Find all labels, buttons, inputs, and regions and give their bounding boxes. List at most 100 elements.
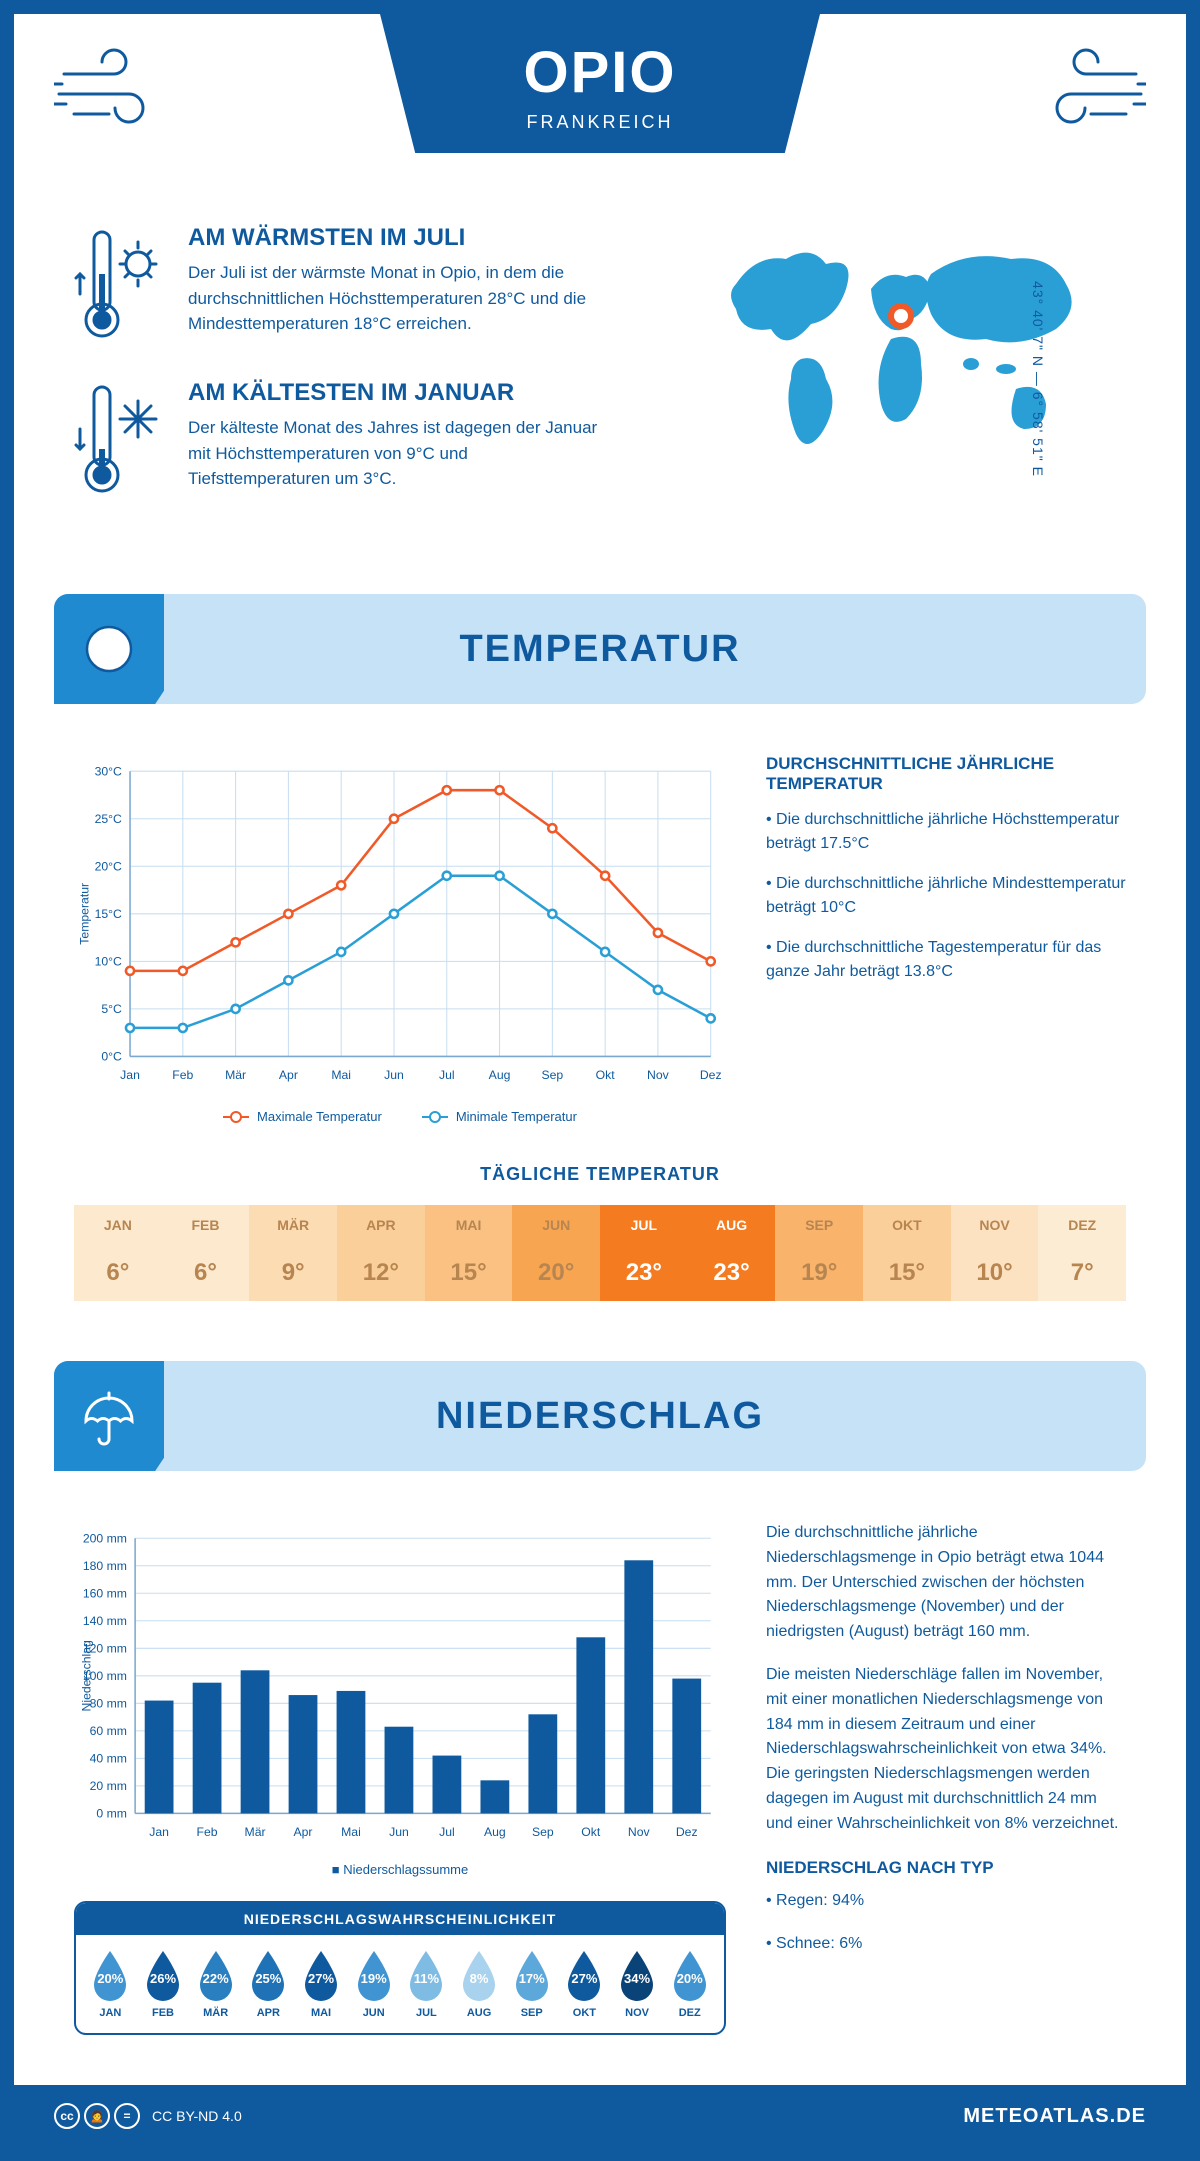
probability-cell: 34% NOV [611,1949,664,2019]
daily-temp-cell: APR12° [337,1205,425,1301]
temperature-heading: TEMPERATUR [164,628,1146,671]
coldest-text: Der kälteste Monat des Jahres ist dagege… [188,415,608,492]
svg-text:10°C: 10°C [95,954,122,968]
svg-text:Temperatur: Temperatur [77,883,91,945]
svg-text:20 mm: 20 mm [90,1779,127,1793]
daily-temp-cell: DEZ7° [1038,1205,1126,1301]
temperature-chart: 0°C5°C10°C15°C20°C25°C30°CJanFebMärAprMa… [74,754,726,1124]
daily-temp-cell: AUG23° [688,1205,776,1301]
annual-bullet-1: • Die durchschnittliche jährliche Mindes… [766,872,1126,920]
temperature-section-header: TEMPERATUR [54,594,1146,704]
daily-temp-cell: JUL23° [600,1205,688,1301]
probability-cell: 22% MÄR [189,1949,242,2019]
svg-text:Feb: Feb [172,1068,193,1082]
svg-text:Aug: Aug [489,1068,511,1082]
daily-temp-cell: OKT15° [863,1205,951,1301]
thermometer-cold-icon [74,379,164,504]
svg-text:Okt: Okt [596,1068,616,1082]
title-banner: OPIO FRANKREICH [380,14,820,153]
svg-text:Jan: Jan [149,1825,169,1839]
precipitation-heading: NIEDERSCHLAG [164,1395,1146,1438]
svg-text:Okt: Okt [581,1825,601,1839]
temperature-body: 0°C5°C10°C15°C20°C25°C30°CJanFebMärAprMa… [14,724,1186,1154]
svg-text:Sep: Sep [541,1068,563,1082]
svg-text:Dez: Dez [676,1825,698,1839]
footer: cc 🙍 = CC BY-ND 4.0 METEOATLAS.DE [14,2085,1186,2147]
daily-temperature: TÄGLICHE TEMPERATUR JAN6°FEB6°MÄR9°APR12… [14,1154,1186,1341]
daily-temp-cell: MÄR9° [249,1205,337,1301]
precip-text-2: Die meisten Niederschläge fallen im Nove… [766,1663,1126,1837]
svg-text:Mär: Mär [225,1068,246,1082]
daily-heading: TÄGLICHE TEMPERATUR [74,1164,1126,1185]
svg-text:Dez: Dez [700,1068,722,1082]
probability-heading: NIEDERSCHLAGSWAHRSCHEINLICHKEIT [76,1903,724,1935]
probability-cell: 27% OKT [558,1949,611,2019]
thermometer-hot-icon [74,224,164,349]
probability-cell: 26% FEB [137,1949,190,2019]
by-type-heading: NIEDERSCHLAG NACH TYP [766,1855,1126,1881]
probability-cell: 11% JUL [400,1949,453,2019]
warmest-fact: AM WÄRMSTEN IM JULI Der Juli ist der wär… [74,224,676,349]
coldest-fact: AM KÄLTESTEN IM JANUAR Der kälteste Mona… [74,379,676,504]
precipitation-left: 0 mm20 mm40 mm60 mm80 mm100 mm120 mm140 … [74,1521,726,2035]
daily-temp-cell: JUN20° [512,1205,600,1301]
svg-text:Jan: Jan [120,1068,140,1082]
annual-bullet-0: • Die durchschnittliche jährliche Höchst… [766,808,1126,856]
warmest-text: Der Juli ist der wärmste Monat in Opio, … [188,260,608,337]
coordinates: 43° 40' 7" N — 6° 58' 51" E [1030,281,1046,477]
probability-cell: 17% SEP [505,1949,558,2019]
warmest-heading: AM WÄRMSTEN IM JULI [188,224,608,252]
precipitation-text: Die durchschnittliche jährliche Niedersc… [766,1521,1126,2035]
nd-icon: = [114,2103,140,2129]
daily-temp-cell: JAN6° [74,1205,162,1301]
daily-temp-row: JAN6°FEB6°MÄR9°APR12°MAI15°JUN20°JUL23°A… [74,1205,1126,1301]
legend-max-label: Maximale Temperatur [257,1109,382,1124]
annual-heading: DURCHSCHNITTLICHE JÄHRLICHE TEMPERATUR [766,754,1126,794]
cc-icon: cc [54,2103,80,2129]
facts-column: AM WÄRMSTEN IM JULI Der Juli ist der wär… [74,224,676,534]
svg-text:5°C: 5°C [101,1002,122,1016]
annual-bullet-2: • Die durchschnittliche Tagestemperatur … [766,936,1126,984]
precipitation-bar-chart: 0 mm20 mm40 mm60 mm80 mm100 mm120 mm140 … [74,1521,726,1851]
svg-text:Apr: Apr [279,1068,298,1082]
svg-text:160 mm: 160 mm [83,1586,127,1600]
svg-text:30°C: 30°C [95,764,122,778]
probability-cell: 20% JAN [84,1949,137,2019]
by-type-0: • Regen: 94% [766,1889,1126,1914]
wind-icon-left [54,44,184,139]
license: cc 🙍 = CC BY-ND 4.0 [54,2103,242,2129]
infographic-page: OPIO FRANKREICH [0,0,1200,2161]
svg-text:Sep: Sep [532,1825,554,1839]
temperature-annual-text: DURCHSCHNITTLICHE JÄHRLICHE TEMPERATUR •… [766,754,1126,1124]
svg-text:Mär: Mär [245,1825,266,1839]
by-icon: 🙍 [84,2103,110,2129]
svg-text:Feb: Feb [197,1825,218,1839]
umbrella-icon [54,1361,164,1471]
legend-min-label: Minimale Temperatur [456,1109,577,1124]
svg-text:Niederschlag: Niederschlag [79,1640,93,1712]
probability-row: 20% JAN 26% FEB 22% MÄR 25% APR 27% MAI [76,1935,724,2033]
precip-text-1: Die durchschnittliche jährliche Niedersc… [766,1521,1126,1645]
svg-text:Jul: Jul [439,1825,455,1839]
svg-text:Jul: Jul [439,1068,455,1082]
svg-text:Nov: Nov [647,1068,670,1082]
probability-cell: 19% JUN [347,1949,400,2019]
daily-temp-cell: MAI15° [425,1205,513,1301]
svg-text:25°C: 25°C [95,812,122,826]
wind-icon-right [1016,44,1146,139]
svg-text:0°C: 0°C [101,1050,122,1064]
world-map: 43° 40' 7" N — 6° 58' 51" E [706,224,1126,534]
daily-temp-cell: FEB6° [162,1205,250,1301]
header: OPIO FRANKREICH [14,14,1186,214]
svg-text:15°C: 15°C [95,907,122,921]
precipitation-section-header: NIEDERSCHLAG [54,1361,1146,1471]
svg-text:Jun: Jun [389,1825,409,1839]
site-name: METEOATLAS.DE [963,2105,1146,2128]
svg-text:200 mm: 200 mm [83,1531,127,1545]
svg-text:180 mm: 180 mm [83,1559,127,1573]
sun-icon [54,594,164,704]
coldest-heading: AM KÄLTESTEN IM JANUAR [188,379,608,407]
probability-cell: 8% AUG [453,1949,506,2019]
svg-text:60 mm: 60 mm [90,1724,127,1738]
bar-legend: Niederschlagssumme [74,1862,726,1877]
